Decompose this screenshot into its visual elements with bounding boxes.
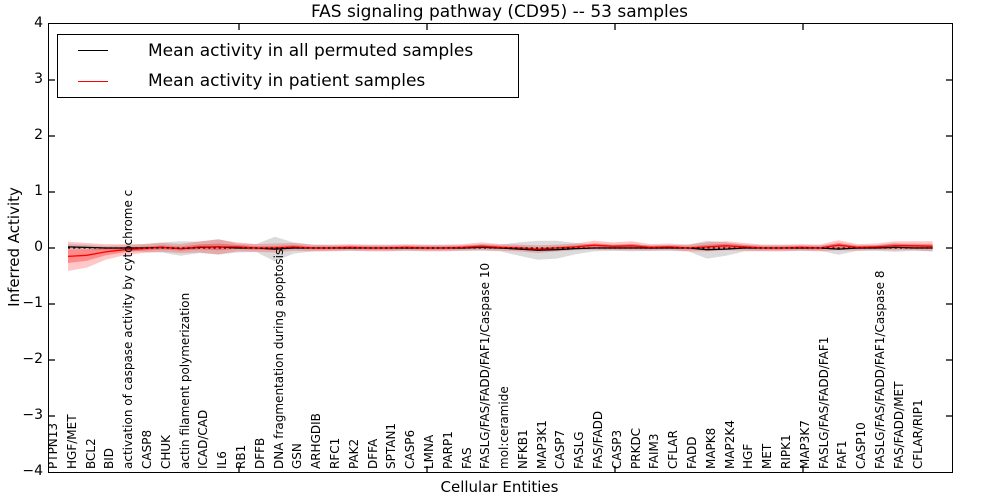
x-tick-label: CFLAR/RIP1: [910, 399, 925, 469]
x-tick-label: FASLG/FAS/FADD/FAF1/Caspase 8: [873, 270, 887, 470]
y-tick-label: −2: [22, 351, 43, 367]
y-tick-label: 1: [34, 183, 43, 199]
y-tick-label: 0: [34, 239, 43, 255]
y-tick-label: −4: [22, 463, 43, 479]
y-tick-label: −3: [22, 407, 43, 423]
confidence-band: [68, 239, 933, 271]
x-tick-label: DNA fragmentation during apoptosis: [271, 248, 286, 469]
x-tick-label: RIPK1: [779, 434, 794, 469]
x-tick-label: FAIM3: [647, 433, 662, 469]
y-tick-label: 2: [34, 127, 43, 143]
x-tick-label: FAF1: [835, 440, 850, 469]
x-tick-label: FASLG: [572, 431, 587, 469]
x-tick-label: RB1: [233, 444, 248, 469]
x-tick-label: MAP3K1: [534, 420, 549, 469]
x-tick-label: HGF/MET: [64, 414, 79, 469]
x-tick-label: CASP8: [139, 429, 154, 469]
x-tick-label: CASP7: [553, 429, 568, 469]
legend-label: Mean activity in all permuted samples: [148, 40, 474, 61]
plot-svg: [49, 24, 952, 472]
legend-line-sample: [78, 80, 108, 82]
x-tick-label: mol:ceramide: [497, 386, 512, 469]
x-tick-label: FASLG/FAS/FADD/FAF1/Caspase 10: [478, 262, 493, 469]
x-tick-label: DFFA: [365, 438, 380, 469]
x-tick-label: RFC1: [327, 437, 342, 469]
x-tick-label: FAS: [459, 447, 474, 469]
x-tick-label: NFKB1: [515, 429, 530, 469]
x-tick-label: MAP3K7: [797, 420, 812, 469]
x-tick-label: CFLAR: [666, 430, 681, 469]
x-tick-label: IL6: [215, 451, 230, 469]
x-tick-label: HGF: [741, 443, 756, 469]
y-tick-label: −1: [22, 295, 43, 311]
y-tick-label: 4: [34, 15, 43, 31]
x-tick-label: ICAD/CAD: [196, 409, 211, 469]
x-tick-label: MAP2K4: [722, 420, 737, 469]
x-tick-label: ARHGDIB: [309, 413, 324, 469]
x-tick-label: FADD: [685, 436, 700, 470]
x-tick-label: MAPK8: [703, 427, 718, 469]
legend-label: Mean activity in patient samples: [148, 71, 426, 92]
x-tick-label: SPTAN1: [384, 422, 399, 469]
x-tick-label: MET: [760, 443, 775, 469]
legend-line-sample: [78, 50, 108, 52]
x-tick-label: LMNA: [421, 434, 436, 469]
x-tick-label: GSN: [290, 443, 305, 469]
y-tick-label: 3: [34, 71, 43, 87]
x-tick-label: DFFB: [252, 437, 267, 469]
legend-item-patient: Mean activity in patient samples: [58, 67, 518, 96]
x-tick-label: PAK2: [346, 438, 361, 469]
x-tick-label: CASP10: [854, 422, 869, 469]
x-tick-label: FAS/FADD/MET: [891, 381, 906, 469]
x-tick-label: CHUK: [158, 434, 173, 469]
x-tick-label: PARP1: [440, 431, 455, 469]
chart-title: FAS signaling pathway (CD95) -- 53 sampl…: [310, 2, 689, 22]
x-tick-label: FASLG/FAS/FADD/FAF1: [816, 336, 831, 469]
x-tick-label: actin filament polymerization: [177, 292, 192, 469]
x-tick-label: BID: [102, 447, 117, 469]
x-tick-label: CASP6: [403, 429, 418, 469]
x-tick-label: activation of caspase activity by cytoch…: [121, 189, 136, 469]
plot-area: [48, 23, 953, 473]
legend: Mean activity in all permuted samples Me…: [57, 34, 519, 98]
x-axis-label: Cellular Entities: [440, 478, 559, 496]
legend-item-permuted: Mean activity in all permuted samples: [58, 36, 518, 65]
x-tick-label: PTPN13: [46, 422, 60, 469]
x-tick-label: BCL2: [83, 438, 98, 469]
x-tick-label: PRKDC: [628, 427, 643, 469]
x-tick-label: FAS/FADD: [591, 410, 606, 469]
x-tick-label: CASP3: [609, 429, 624, 469]
confidence-band: [68, 236, 933, 262]
